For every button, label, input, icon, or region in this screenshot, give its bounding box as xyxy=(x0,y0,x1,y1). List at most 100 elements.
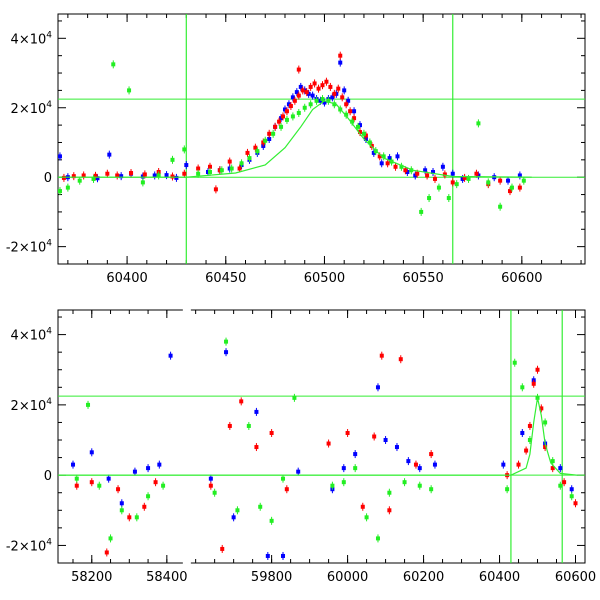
green-data-point xyxy=(119,508,124,513)
green-data-point xyxy=(550,459,555,464)
green-data-point xyxy=(77,178,82,183)
green-data-point xyxy=(446,196,451,201)
red-data-point xyxy=(277,119,282,124)
plot-frame xyxy=(57,309,586,564)
red-data-point xyxy=(207,164,212,169)
green-data-point xyxy=(409,168,414,173)
red-data-point xyxy=(316,86,321,91)
red-data-point xyxy=(142,504,147,509)
blue-data-point xyxy=(341,466,346,471)
red-data-point xyxy=(304,90,309,95)
red-data-point xyxy=(296,67,301,72)
green-data-point xyxy=(399,164,404,169)
y-tick-label: 0 xyxy=(44,171,52,186)
blue-data-point xyxy=(310,93,315,98)
blue-data-point xyxy=(375,385,380,390)
blue-data-point xyxy=(254,409,259,414)
green-data-point xyxy=(255,149,260,154)
blue-data-point xyxy=(558,466,563,471)
red-data-point xyxy=(352,116,357,121)
green-data-point xyxy=(161,483,166,488)
green-data-point xyxy=(127,88,132,93)
green-data-point xyxy=(320,97,325,102)
red-data-point xyxy=(507,189,512,194)
green-data-point xyxy=(196,171,201,176)
top-panel: -2×104 0 2×104 4×104 60400 60450 60500 60550 606… xyxy=(6,13,586,286)
green-data-point xyxy=(356,124,361,129)
red-data-point xyxy=(377,154,382,159)
red-data-point xyxy=(312,81,317,86)
red-data-point xyxy=(360,504,365,509)
red-data-point xyxy=(129,171,134,176)
red-data-point xyxy=(267,131,272,136)
red-data-point xyxy=(308,84,313,89)
red-data-point xyxy=(413,462,418,467)
green-data-point xyxy=(569,494,574,499)
red-data-point xyxy=(105,171,110,176)
blue-data-point xyxy=(174,175,179,180)
green-data-point xyxy=(520,385,525,390)
green-data-point xyxy=(427,196,432,201)
blue-data-point xyxy=(296,469,301,474)
red-data-point xyxy=(516,462,521,467)
blue-data-point xyxy=(406,459,411,464)
green-data-point xyxy=(97,483,102,488)
blue-data-point xyxy=(517,173,522,178)
red-data-point xyxy=(227,423,232,428)
green-data-point xyxy=(296,110,301,115)
red-data-point xyxy=(403,168,408,173)
blue-data-point xyxy=(431,169,436,174)
blue-data-point xyxy=(432,462,437,467)
green-data-point xyxy=(263,138,268,143)
red-data-point xyxy=(127,515,132,520)
red-data-point xyxy=(474,171,479,176)
red-data-point xyxy=(93,173,98,178)
red-data-point xyxy=(425,173,430,178)
red-data-point xyxy=(539,406,544,411)
green-data-point xyxy=(344,112,349,117)
x-tick-label: 60600 xyxy=(501,271,542,286)
green-data-point xyxy=(402,480,407,485)
blue-data-point xyxy=(353,452,358,457)
blue-data-point xyxy=(265,553,270,558)
blue-data-point xyxy=(106,476,111,481)
blue-data-point xyxy=(157,462,162,467)
blue-data-point xyxy=(322,100,327,105)
blue-data-point xyxy=(506,178,511,183)
red-data-point xyxy=(245,150,250,155)
red-data-point xyxy=(288,104,293,109)
blue-data-point xyxy=(281,553,286,558)
green-data-point xyxy=(466,176,471,181)
green-data-point xyxy=(224,339,229,344)
green-data-point xyxy=(436,185,441,190)
x-tick-label: 60550 xyxy=(402,271,443,286)
green-data-point xyxy=(269,518,274,523)
red-data-point xyxy=(196,166,201,171)
red-data-point xyxy=(345,430,350,435)
red-data-point xyxy=(227,159,232,164)
plot-frame xyxy=(57,13,586,265)
green-data-point xyxy=(476,121,481,126)
red-data-point xyxy=(372,434,377,439)
red-data-point xyxy=(182,171,187,176)
blue-data-point xyxy=(107,152,112,157)
red-data-point xyxy=(61,175,66,180)
blue-data-point xyxy=(208,476,213,481)
red-data-point xyxy=(300,88,305,93)
green-data-point xyxy=(258,504,263,509)
green-data-point xyxy=(292,395,297,400)
blue-data-point xyxy=(146,466,151,471)
green-data-point xyxy=(521,178,526,183)
red-data-point xyxy=(253,145,258,150)
red-data-point xyxy=(71,174,76,179)
blue-data-point xyxy=(346,98,351,103)
blue-data-point xyxy=(89,450,94,455)
blue-data-point xyxy=(440,164,445,169)
green-data-point xyxy=(387,490,392,495)
red-data-point xyxy=(524,448,529,453)
red-data-point xyxy=(379,353,384,358)
red-data-point xyxy=(328,84,333,89)
green-data-point xyxy=(229,166,234,171)
red-data-point xyxy=(498,178,503,183)
y-tick-label: -2×104 xyxy=(6,239,52,256)
